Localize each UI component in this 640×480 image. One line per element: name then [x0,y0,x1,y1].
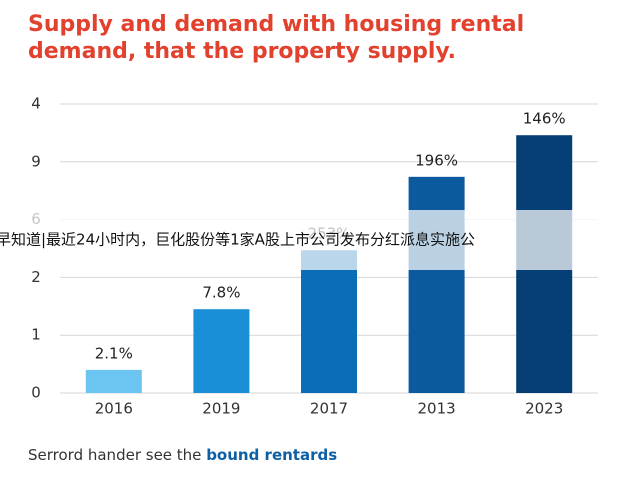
bar [193,309,250,393]
x-tick-label: 2023 [525,400,563,418]
overlay-banner-text: 早知道|最近24小时内，巨化股份等1家A股上市公司发布分红派息实施公 [0,231,475,249]
footer: Serrord hander see the bound rentards [28,446,337,464]
overlay-banner [0,210,640,270]
x-tick-label: 2017 [310,400,348,418]
y-tick-label: 9 [31,152,41,170]
y-tick-label: 1 [31,326,41,344]
bar [301,250,357,393]
footer-highlight: bound rentards [206,446,337,464]
bar-annotation: 2.1% [95,344,133,362]
footer-text: Serrord hander see the [28,446,206,464]
x-tick-label: 2016 [95,400,133,418]
y-tick-label: 4 [31,95,41,113]
y-tick-label: 0 [31,384,41,402]
bar-annotation: 196% [415,151,458,169]
x-tick-label: 2019 [202,400,240,418]
bar [408,176,465,393]
chart-title: demand, that the property supply. [28,39,456,64]
bar [85,369,142,393]
x-tick-label: 2013 [418,400,456,418]
y-tick-label: 2 [31,268,41,286]
bar-annotation: 146% [523,110,566,128]
bar-annotation: 7.8% [202,284,240,302]
chart-title: Supply and demand with housing rental [28,12,524,37]
